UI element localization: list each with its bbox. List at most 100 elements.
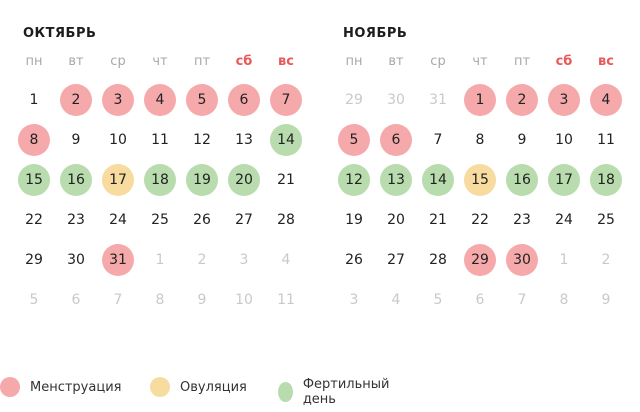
day-cell[interactable]: 27	[387, 252, 405, 268]
weekday-label: чт	[152, 54, 168, 69]
day-cell[interactable]: 28	[429, 252, 447, 268]
day-cell-fertile[interactable]: 13	[380, 164, 412, 196]
day-cell[interactable]: 21	[429, 212, 447, 228]
day-cell-outside[interactable]: 9	[601, 292, 611, 308]
day-cell-outside[interactable]: 5	[29, 292, 39, 308]
day-cell-outside[interactable]: 3	[349, 292, 359, 308]
day-cell[interactable]: 23	[67, 212, 85, 228]
day-cell-outside[interactable]: 5	[433, 292, 443, 308]
day-cell-outside[interactable]: 9	[197, 292, 207, 308]
day-cell-menstruation[interactable]: 6	[228, 84, 260, 116]
legend-label: Менструация	[30, 379, 122, 395]
weekday-label: ср	[110, 54, 126, 69]
day-cell[interactable]: 13	[235, 132, 253, 148]
legend-item-menstruation: Менструация	[0, 377, 121, 397]
day-cell-outside[interactable]: 8	[559, 292, 569, 308]
day-cell[interactable]: 9	[517, 132, 527, 148]
day-cell-menstruation[interactable]: 29	[464, 244, 496, 276]
day-cell[interactable]: 22	[25, 212, 43, 228]
day-cell-fertile[interactable]: 16	[60, 164, 92, 196]
day-cell[interactable]: 1	[29, 92, 39, 108]
day-cell[interactable]: 9	[71, 132, 81, 148]
day-cell-outside[interactable]: 30	[387, 92, 405, 108]
day-cell-menstruation[interactable]: 5	[338, 124, 370, 156]
day-cell-outside[interactable]: 11	[277, 292, 295, 308]
day-cell-fertile[interactable]: 12	[338, 164, 370, 196]
day-cell[interactable]: 30	[67, 252, 85, 268]
day-cell-outside[interactable]: 8	[155, 292, 165, 308]
day-cell-outside[interactable]: 1	[559, 252, 569, 268]
day-cell[interactable]: 10	[555, 132, 573, 148]
day-cell-fertile[interactable]: 16	[506, 164, 538, 196]
weekday-label: вс	[598, 54, 614, 69]
day-cell[interactable]: 25	[597, 212, 615, 228]
day-cell[interactable]: 26	[345, 252, 363, 268]
day-cell-outside[interactable]: 7	[113, 292, 123, 308]
day-cell-menstruation[interactable]: 2	[506, 84, 538, 116]
day-cell-menstruation[interactable]: 3	[548, 84, 580, 116]
day-cell-ovulation[interactable]: 15	[464, 164, 496, 196]
day-cell-menstruation[interactable]: 1	[464, 84, 496, 116]
day-cell-menstruation[interactable]: 3	[102, 84, 134, 116]
day-cell-outside[interactable]: 2	[601, 252, 611, 268]
menstruation-dot-icon	[0, 377, 20, 397]
day-cell-fertile[interactable]: 18	[144, 164, 176, 196]
weekday-label: вс	[278, 54, 294, 69]
fertile-dot-icon	[278, 382, 293, 402]
day-cell[interactable]: 29	[25, 252, 43, 268]
day-cell[interactable]: 10	[109, 132, 127, 148]
day-cell[interactable]: 26	[193, 212, 211, 228]
day-cell[interactable]: 28	[277, 212, 295, 228]
day-cell-fertile[interactable]: 14	[422, 164, 454, 196]
day-cell-outside[interactable]: 31	[429, 92, 447, 108]
day-cell[interactable]: 11	[597, 132, 615, 148]
weekday-label: сб	[235, 54, 253, 69]
day-cell-menstruation[interactable]: 2	[60, 84, 92, 116]
day-cell[interactable]: 19	[345, 212, 363, 228]
day-cell-fertile[interactable]: 19	[186, 164, 218, 196]
day-cell[interactable]: 24	[109, 212, 127, 228]
day-cell-menstruation[interactable]: 8	[18, 124, 50, 156]
day-cell[interactable]: 20	[387, 212, 405, 228]
day-cell-outside[interactable]: 4	[281, 252, 291, 268]
day-cell-menstruation[interactable]: 31	[102, 244, 134, 276]
day-cell-outside[interactable]: 10	[235, 292, 253, 308]
day-cell[interactable]: 21	[277, 172, 295, 188]
weekday-label: сб	[555, 54, 573, 69]
day-cell-outside[interactable]: 6	[475, 292, 485, 308]
day-cell-menstruation[interactable]: 5	[186, 84, 218, 116]
day-cell-fertile[interactable]: 17	[548, 164, 580, 196]
day-cell[interactable]: 7	[433, 132, 443, 148]
day-cell-menstruation[interactable]: 6	[380, 124, 412, 156]
day-cell-fertile[interactable]: 20	[228, 164, 260, 196]
day-cell[interactable]: 25	[151, 212, 169, 228]
day-cell[interactable]: 12	[193, 132, 211, 148]
day-cell[interactable]: 22	[471, 212, 489, 228]
weekday-label: вт	[388, 54, 404, 69]
day-cell-outside[interactable]: 4	[391, 292, 401, 308]
day-cell-outside[interactable]: 6	[71, 292, 81, 308]
weekday-label: ср	[430, 54, 446, 69]
day-cell-ovulation[interactable]: 17	[102, 164, 134, 196]
day-cell-outside[interactable]: 3	[239, 252, 249, 268]
day-cell-outside[interactable]: 2	[197, 252, 207, 268]
day-cell[interactable]: 24	[555, 212, 573, 228]
month-title: ОКТЯБРЬ	[23, 26, 97, 41]
day-cell-outside[interactable]: 29	[345, 92, 363, 108]
day-cell[interactable]: 11	[151, 132, 169, 148]
day-cell-menstruation[interactable]: 4	[144, 84, 176, 116]
weekday-label: пт	[513, 54, 531, 69]
day-cell[interactable]: 27	[235, 212, 253, 228]
month-title: НОЯБРЬ	[343, 26, 408, 41]
day-cell-outside[interactable]: 7	[517, 292, 527, 308]
day-cell-fertile[interactable]: 15	[18, 164, 50, 196]
day-cell-menstruation[interactable]: 4	[590, 84, 622, 116]
day-cell[interactable]: 23	[513, 212, 531, 228]
day-cell-fertile[interactable]: 18	[590, 164, 622, 196]
day-cell-fertile[interactable]: 14	[270, 124, 302, 156]
day-cell-outside[interactable]: 1	[155, 252, 165, 268]
day-cell-menstruation[interactable]: 30	[506, 244, 538, 276]
day-cell[interactable]: 8	[475, 132, 485, 148]
day-cell-menstruation[interactable]: 7	[270, 84, 302, 116]
weekday-label: чт	[472, 54, 488, 69]
